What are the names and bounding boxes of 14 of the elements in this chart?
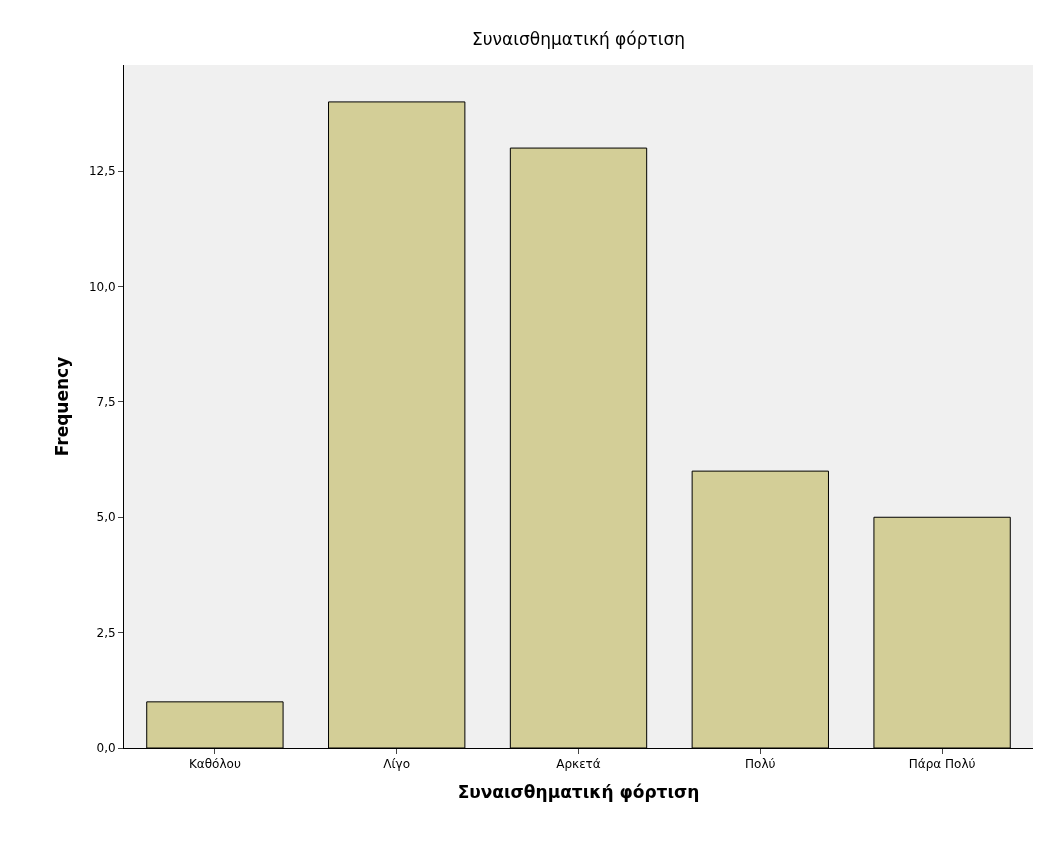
x-tick-label: Αρκετά bbox=[556, 757, 601, 772]
y-tick-label: 2,5 bbox=[96, 625, 116, 640]
y-tick-label: 5,0 bbox=[96, 510, 116, 525]
y-tick-label: 0,0 bbox=[96, 741, 116, 756]
x-axis-title: Συναισθηματική φόρτιση bbox=[457, 781, 700, 802]
y-tick-label: 7,5 bbox=[96, 395, 116, 410]
x-tick-label: Πολύ bbox=[745, 757, 776, 772]
x-tick-label: Καθόλου bbox=[188, 757, 241, 772]
y-tick-label: 10,0 bbox=[88, 279, 116, 294]
y-tick-label: 12,5 bbox=[88, 164, 116, 179]
x-tick-label: Πάρα Πολύ bbox=[908, 757, 976, 772]
y-axis-title: Frequency bbox=[52, 356, 73, 457]
x-tick-label: Λίγο bbox=[383, 757, 411, 772]
chart-title: Συναισθηματική φόρτιση bbox=[471, 29, 686, 49]
